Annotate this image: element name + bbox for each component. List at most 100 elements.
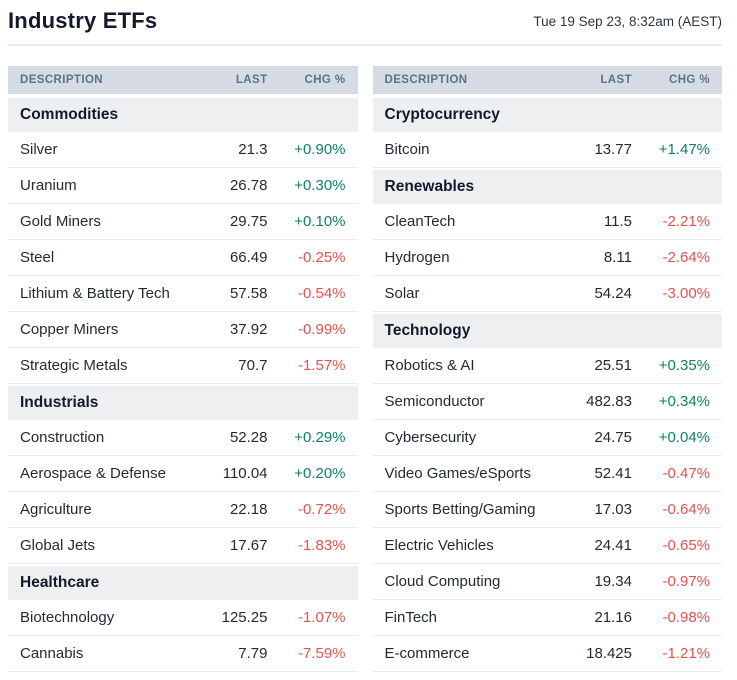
table-row-bitcoin[interactable]: Bitcoin 13.77 +1.47%	[372, 132, 722, 168]
row-description: E-commerce	[384, 645, 470, 662]
row-last-price: 52.28	[229, 429, 268, 446]
row-last-price: 125.25	[221, 609, 268, 626]
table-body-left: Commodities Silver 21.3 +0.90% Uranium 26.78 +…	[8, 96, 358, 672]
industry-etfs-widget: Industry ETFs Tue 19 Sep 23, 8:32am (AES…	[0, 6, 737, 672]
column-header-chg: CHG %	[669, 74, 710, 86]
table-row-sports-betting-gaming[interactable]: Sports Betting/Gaming 17.03 -0.64%	[372, 492, 722, 528]
table-row-aerospace-defense[interactable]: Aerospace & Defense 110.04 +0.20%	[8, 456, 358, 492]
row-description: Semiconductor	[384, 393, 485, 410]
page-title: Industry ETFs	[8, 8, 158, 33]
table-row-gold-miners[interactable]: Gold Miners 29.75 +0.10%	[8, 204, 358, 240]
row-description: CleanTech	[384, 213, 456, 230]
section-name-label: Healthcare	[20, 574, 100, 591]
row-change-percent: +0.04%	[658, 429, 710, 446]
table-row-cannabis[interactable]: Cannabis 7.79 -7.59%	[8, 636, 358, 672]
etf-table-right: DESCRIPTION LAST CHG % Cryptocurrency Bit…	[372, 66, 722, 672]
title-divider	[8, 44, 722, 46]
table-row-agriculture[interactable]: Agriculture 22.18 -0.72%	[8, 492, 358, 528]
section-name-label: Technology	[384, 322, 471, 339]
table-row-cleantech[interactable]: CleanTech 11.5 -2.21%	[372, 204, 722, 240]
row-description: Bitcoin	[384, 141, 430, 158]
row-last-price: 110.04	[222, 465, 268, 482]
row-description: Electric Vehicles	[384, 537, 494, 554]
row-last-price: 13.77	[594, 141, 632, 158]
column-header-description: DESCRIPTION	[20, 74, 103, 86]
table-row-electric-vehicles[interactable]: Electric Vehicles 24.41 -0.65%	[372, 528, 722, 564]
row-description: Hydrogen	[384, 249, 450, 266]
table-row-copper-miners[interactable]: Copper Miners 37.92 -0.99%	[8, 312, 358, 348]
row-last-price: 22.18	[229, 501, 268, 518]
row-last-price: 21.3	[238, 141, 268, 158]
table-row-semiconductor[interactable]: Semiconductor 482.83 +0.34%	[372, 384, 722, 420]
table-row-lithium-battery-tech[interactable]: Lithium & Battery Tech 57.58 -0.54%	[8, 276, 358, 312]
row-last-price: 18.425	[586, 645, 632, 662]
row-description: Steel	[20, 249, 55, 266]
table-row-solar[interactable]: Solar 54.24 -3.00%	[372, 276, 722, 312]
table-header-row: DESCRIPTION LAST CHG %	[8, 66, 358, 94]
row-last-price: 54.24	[594, 285, 632, 302]
row-change-percent: -2.21%	[662, 213, 710, 230]
row-change-percent: +0.30%	[294, 177, 346, 194]
row-last-price: 52.41	[594, 465, 632, 482]
row-description: Silver	[20, 141, 58, 158]
row-last-price: 17.03	[594, 501, 632, 518]
table-row-hydrogen[interactable]: Hydrogen 8.11 -2.64%	[372, 240, 722, 276]
table-row-video-games-esports[interactable]: Video Games/eSports 52.41 -0.47%	[372, 456, 722, 492]
table-body-right: Cryptocurrency Bitcoin 13.77 +1.47% Renewabl…	[372, 96, 722, 672]
row-last-price: 11.5	[603, 213, 632, 230]
row-last-price: 25.51	[594, 357, 632, 374]
row-change-percent: -0.99%	[297, 321, 346, 338]
section-name-label: Cryptocurrency	[384, 106, 500, 123]
row-description: Solar	[384, 285, 420, 302]
table-row-cloud-computing[interactable]: Cloud Computing 19.34 -0.97%	[372, 564, 722, 600]
row-last-price: 37.92	[229, 321, 268, 338]
table-row-e-commerce[interactable]: E-commerce 18.425 -1.21%	[372, 636, 722, 672]
row-last-price: 482.83	[586, 393, 632, 410]
row-change-percent: -0.97%	[662, 573, 710, 590]
section-header-commodities: Commodities	[8, 96, 358, 132]
table-header-row: DESCRIPTION LAST CHG %	[372, 66, 722, 94]
column-header-chg: CHG %	[304, 74, 346, 86]
etf-tables-container: DESCRIPTION LAST CHG % Commodities Silver…	[8, 66, 722, 672]
section-header-industrials: Industrials	[8, 384, 358, 420]
row-last-price: 21.16	[594, 609, 632, 626]
section-header-healthcare: Healthcare	[8, 564, 358, 600]
column-header-last: LAST	[600, 74, 632, 86]
row-description: Lithium & Battery Tech	[20, 285, 170, 302]
row-change-percent: -0.65%	[662, 537, 710, 554]
row-change-percent: -1.07%	[297, 609, 346, 626]
row-description: Gold Miners	[20, 213, 101, 230]
quote-timestamp: Tue 19 Sep 23, 8:32am (AEST)	[533, 13, 722, 29]
table-row-silver[interactable]: Silver 21.3 +0.90%	[8, 132, 358, 168]
table-row-steel[interactable]: Steel 66.49 -0.25%	[8, 240, 358, 276]
table-row-biotechnology[interactable]: Biotechnology 125.25 -1.07%	[8, 600, 358, 636]
row-change-percent: -0.98%	[662, 609, 710, 626]
row-description: Agriculture	[20, 501, 92, 518]
row-last-price: 26.78	[229, 177, 268, 194]
section-header-technology: Technology	[372, 312, 722, 348]
row-change-percent: +1.47%	[658, 141, 710, 158]
row-change-percent: +0.20%	[294, 465, 346, 482]
row-change-percent: +0.10%	[294, 213, 346, 230]
row-change-percent: +0.90%	[294, 141, 346, 158]
table-row-strategic-metals[interactable]: Strategic Metals 70.7 -1.57%	[8, 348, 358, 384]
row-change-percent: -1.21%	[662, 645, 710, 662]
row-change-percent: -0.72%	[297, 501, 346, 518]
row-description: FinTech	[384, 609, 438, 626]
table-row-fintech[interactable]: FinTech 21.16 -0.98%	[372, 600, 722, 636]
table-row-uranium[interactable]: Uranium 26.78 +0.30%	[8, 168, 358, 204]
table-row-global-jets[interactable]: Global Jets 17.67 -1.83%	[8, 528, 358, 564]
row-change-percent: -0.64%	[662, 501, 710, 518]
row-description: Robotics & AI	[384, 357, 475, 374]
row-change-percent: +0.29%	[294, 429, 346, 446]
row-change-percent: -0.47%	[662, 465, 710, 482]
table-row-robotics-ai[interactable]: Robotics & AI 25.51 +0.35%	[372, 348, 722, 384]
column-header-last: LAST	[235, 74, 268, 86]
table-row-construction[interactable]: Construction 52.28 +0.29%	[8, 420, 358, 456]
row-description: Sports Betting/Gaming	[384, 501, 536, 518]
row-change-percent: -3.00%	[662, 285, 710, 302]
widget-header: Industry ETFs Tue 19 Sep 23, 8:32am (AES…	[8, 6, 722, 36]
row-change-percent: +0.35%	[658, 357, 710, 374]
table-row-cybersecurity[interactable]: Cybersecurity 24.75 +0.04%	[372, 420, 722, 456]
row-last-price: 57.58	[229, 285, 268, 302]
